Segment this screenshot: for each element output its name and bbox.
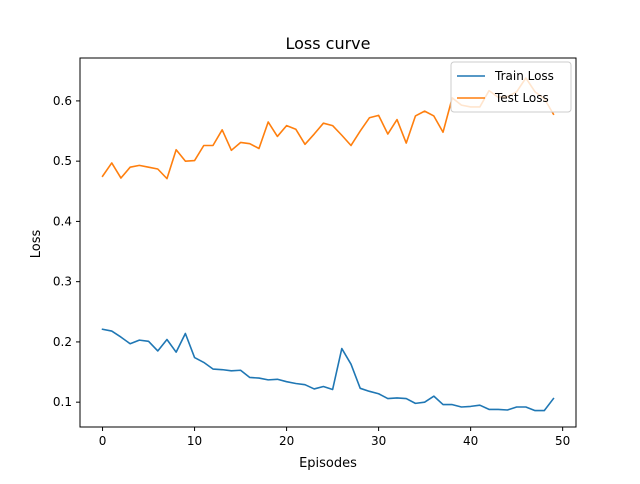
chart-title: Loss curve [285, 34, 370, 53]
y-tick-label: 0.3 [53, 275, 72, 289]
train-loss-line [101, 328, 555, 412]
x-tick-label: 30 [371, 434, 386, 448]
y-tick-label: 0.4 [53, 214, 72, 228]
y-tick-label: 0.5 [53, 154, 72, 168]
y-tick-label: 0.1 [53, 395, 72, 409]
x-axis-label: Episodes [299, 456, 357, 471]
x-tick-label: 10 [187, 434, 202, 448]
legend-box [450, 61, 572, 113]
x-tick-label: 0 [99, 434, 107, 448]
axes-frame [79, 57, 577, 428]
y-tick-label: 0.2 [53, 335, 72, 349]
legend: Train Loss Test Loss [450, 61, 572, 113]
x-tick-label: 40 [463, 434, 478, 448]
legend-label: Train Loss [494, 69, 554, 83]
y-axis-label: Loss [29, 230, 44, 259]
y-tick-label: 0.6 [53, 94, 72, 108]
x-tick-label: 50 [555, 434, 570, 448]
x-tick-label: 20 [279, 434, 294, 448]
legend-label: Test Loss [494, 91, 549, 105]
